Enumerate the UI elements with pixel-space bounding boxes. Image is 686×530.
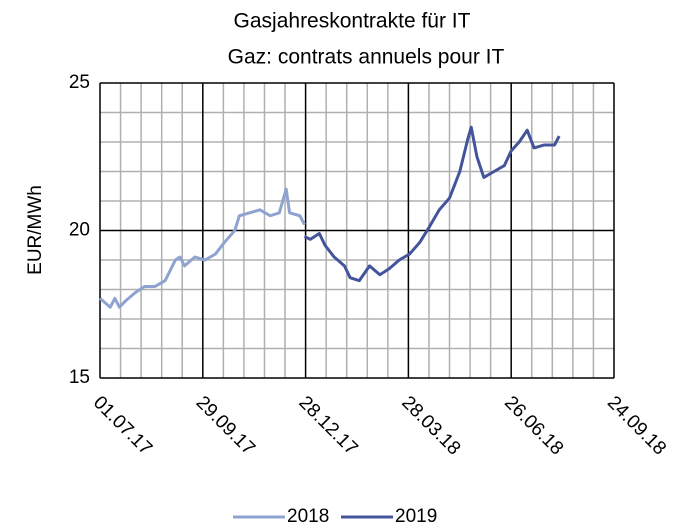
x-tick-label: 28.12.17 [295, 392, 362, 459]
y-tick-label: 15 [69, 367, 90, 388]
chart-subtitle: Gaz: contrats annuels pour IT [228, 46, 505, 69]
legend-label: 2018 [287, 506, 329, 527]
y-axis-label: EUR/MWh [25, 185, 46, 275]
y-tick-label: 20 [69, 220, 90, 241]
x-tick-label: 28.03.18 [397, 392, 464, 459]
x-tick-label: 24.09.18 [603, 392, 670, 459]
x-tick-label: 26.06.18 [500, 392, 567, 459]
chart-title: Gasjahreskontrakte für IT [234, 10, 471, 33]
x-tick-label: 29.09.17 [192, 392, 259, 459]
x-tick-label: 01.07.17 [89, 392, 156, 459]
line-series [303, 125, 561, 283]
y-tick-label: 25 [69, 72, 90, 93]
line-series [99, 187, 306, 309]
legend-label: 2019 [395, 506, 437, 527]
